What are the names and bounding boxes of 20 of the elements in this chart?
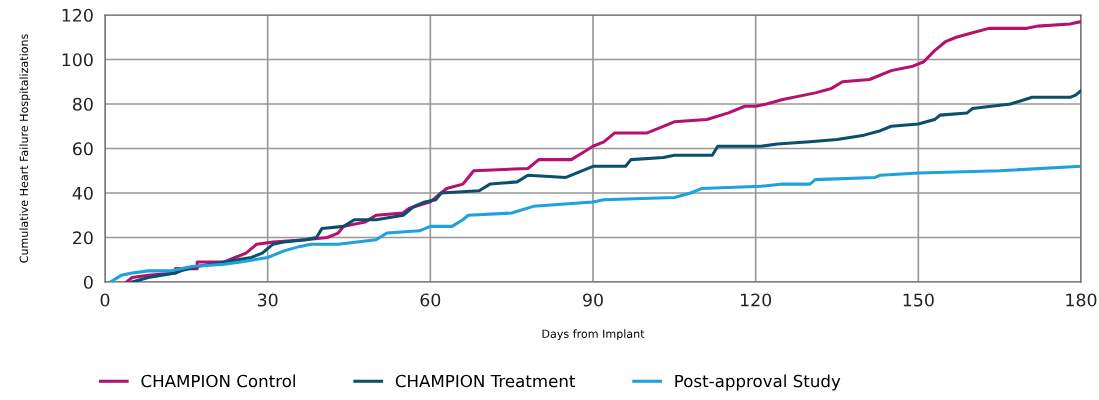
- x-tick-label: 0: [100, 293, 110, 307]
- y-axis-title: Cumulative Heart Failure Hospitalizations: [19, 34, 31, 263]
- line-series: [130, 89, 1081, 282]
- x-tick-label: 30: [257, 293, 278, 307]
- y-tick-label: 60: [73, 142, 93, 156]
- y-tick-label: 20: [73, 231, 93, 245]
- x-tick-label: 180: [1066, 293, 1097, 307]
- x-tick-label: 60: [420, 293, 441, 307]
- y-tick-label: 100: [62, 53, 93, 67]
- y-tick-label: 0: [83, 275, 93, 289]
- x-axis-title: Days from Implant: [542, 329, 645, 341]
- x-tick-label: 120: [741, 293, 772, 307]
- legend-label: CHAMPION Control: [141, 374, 295, 388]
- x-tick-label: 90: [583, 293, 603, 307]
- legend-label: CHAMPION Treatment: [395, 374, 576, 388]
- y-tick-label: 80: [72, 97, 93, 111]
- y-tick-label: 40: [72, 186, 93, 200]
- y-tick-label: 120: [62, 8, 93, 22]
- legend-label: Post-approval Study: [675, 374, 841, 391]
- x-tick-label: 150: [903, 293, 934, 307]
